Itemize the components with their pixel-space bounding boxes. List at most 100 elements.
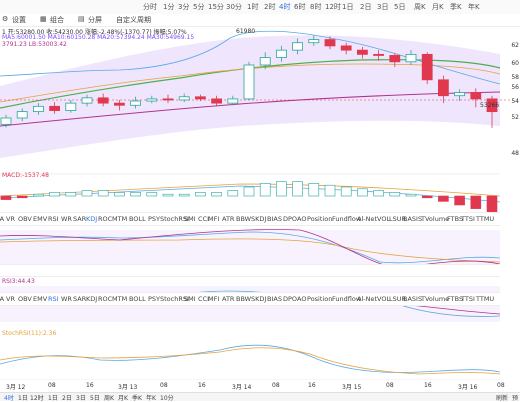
indicator-tab[interactable]: Al-NetVOL	[357, 215, 391, 223]
indicator-tab[interactable]: Al-NetVOL	[357, 295, 391, 303]
indicator-tab[interactable]: TVolume	[421, 215, 450, 223]
indicator-tab[interactable]: SKDJ	[251, 295, 267, 303]
combo-button[interactable]: 组合	[50, 16, 64, 24]
candle-body[interactable]	[211, 98, 223, 104]
timeframe-tab[interactable]: 5日	[394, 3, 406, 11]
candle-body[interactable]	[470, 92, 482, 100]
indicator-tab[interactable]: SAR	[73, 215, 87, 223]
indicator-tab[interactable]: TTMU	[476, 215, 495, 223]
bottom-period-tab[interactable]: 2日	[62, 395, 72, 402]
candle-body[interactable]	[97, 97, 109, 104]
timeframe-tab[interactable]: 周K	[414, 3, 426, 11]
combo-icon[interactable]: ▦	[40, 15, 47, 23]
indicator-tab[interactable]: WR	[61, 215, 72, 223]
candle-body[interactable]	[16, 111, 28, 119]
bottom-period-tab[interactable]: 年K	[146, 395, 156, 402]
candle-body[interactable]	[0, 117, 12, 125]
timeframe-tab[interactable]: 1时	[247, 3, 259, 11]
indicator-tab[interactable]: EMV	[33, 215, 48, 223]
timeframe-tab[interactable]: 4时	[279, 3, 291, 11]
indicator-tab[interactable]: BASIS	[403, 295, 423, 303]
timeframe-tab[interactable]: 3日	[377, 3, 389, 11]
indicator-tab[interactable]: KDJ	[86, 215, 98, 223]
candle-body[interactable]	[421, 53, 433, 81]
candle-body[interactable]	[227, 98, 239, 104]
indicator-tab[interactable]: TTSI	[461, 215, 475, 223]
timeframe-tab[interactable]: 30分	[226, 3, 242, 11]
indicator-tab[interactable]: RSI	[48, 295, 59, 303]
indicator-tab[interactable]: DPO	[283, 215, 298, 223]
candle-body[interactable]	[308, 39, 320, 44]
indicator-tab[interactable]: Position	[307, 215, 333, 223]
bottom-period-tab[interactable]: 月K	[118, 395, 128, 402]
indicator-tab[interactable]: TVolume	[421, 295, 450, 303]
candle-body[interactable]	[356, 49, 368, 55]
timeframe-tab[interactable]: 2时	[264, 3, 276, 11]
indicator-tab[interactable]: FTBS	[447, 295, 464, 303]
timeframe-tab[interactable]: 6时	[294, 3, 306, 11]
indicator-tab[interactable]: AO	[297, 295, 307, 303]
timeframe-tab[interactable]: 15分	[208, 3, 224, 11]
indicator-tab[interactable]: MTM	[112, 295, 128, 303]
bottom-period-tab[interactable]: 10分	[160, 395, 174, 402]
custom-period-button[interactable]: 自定义周期	[116, 16, 151, 24]
indicator-tab[interactable]: TTMU	[476, 295, 495, 303]
indicator-tab[interactable]: BBW	[236, 215, 252, 223]
indicator-tab[interactable]: BASIS	[403, 215, 423, 223]
candle-body[interactable]	[437, 79, 449, 97]
indicator-tab[interactable]: Fundflow	[332, 295, 362, 303]
indicator-tab[interactable]: MTM	[112, 215, 128, 223]
timeframe-tab[interactable]: 8时	[310, 3, 322, 11]
indicator-tab[interactable]: BBW	[236, 295, 252, 303]
indicator-tab[interactable]: MA	[0, 215, 5, 223]
indicator-tab[interactable]: Position	[307, 295, 333, 303]
bottom-period-tab[interactable]: 周K	[104, 395, 114, 402]
candle-body[interactable]	[454, 92, 466, 97]
candle-body[interactable]	[194, 96, 206, 100]
indicator-tab[interactable]: BOLL	[129, 295, 146, 303]
candle-body[interactable]	[324, 39, 336, 47]
indicator-tab[interactable]: KDJ	[86, 295, 98, 303]
timeframe-tab[interactable]: 1日	[342, 3, 354, 11]
candle-body[interactable]	[33, 105, 44, 113]
indicator-tab[interactable]: PSY	[148, 215, 161, 223]
indicator-tab[interactable]: FTBS	[447, 215, 464, 223]
candle-body[interactable]	[49, 105, 60, 111]
candle-body[interactable]	[243, 64, 255, 100]
candle-body[interactable]	[146, 98, 158, 102]
indicator-tab[interactable]: DPO	[283, 295, 298, 303]
bottom-period-tab[interactable]: 5日	[90, 395, 100, 402]
indicator-tab[interactable]: BIAS	[267, 215, 282, 223]
indicator-tab[interactable]: CCI	[198, 215, 209, 223]
bottom-period-tab[interactable]: 季K	[132, 395, 142, 402]
timeframe-tab[interactable]: 5分	[193, 3, 205, 11]
indicator-tab[interactable]: OBV	[18, 215, 32, 223]
indicator-tab[interactable]: MFI	[208, 215, 220, 223]
split-screen-icon[interactable]: ▤	[78, 15, 85, 23]
indicator-tab[interactable]: BOLL	[129, 215, 146, 223]
indicator-tab[interactable]: SAR	[73, 295, 87, 303]
timeframe-tab[interactable]: 季K	[450, 3, 462, 11]
indicator-tab[interactable]: VR	[6, 295, 15, 303]
candle-body[interactable]	[405, 53, 417, 63]
timeframe-tab[interactable]: 2日	[360, 3, 372, 11]
indicator-tab[interactable]: ROC	[98, 295, 113, 303]
candle-body[interactable]	[178, 96, 190, 101]
bottom-period-tab[interactable]: 4时	[4, 395, 14, 402]
bottom-period-tab[interactable]: 12时	[30, 395, 44, 402]
timeframe-tab[interactable]: 月K	[432, 3, 444, 11]
indicator-tab[interactable]: MFI	[208, 295, 220, 303]
indicator-tab[interactable]: CCI	[198, 295, 209, 303]
candle-body[interactable]	[259, 57, 271, 66]
candle-body[interactable]	[65, 102, 77, 111]
candle-body[interactable]	[340, 45, 352, 51]
settings-icon[interactable]: ⚙	[2, 15, 9, 23]
indicator-tab[interactable]: AO	[297, 215, 307, 223]
indicator-tab[interactable]: SMI	[184, 215, 196, 223]
candle-body[interactable]	[114, 102, 125, 106]
indicator-tab[interactable]: StochRSI	[160, 295, 189, 303]
indicator-tab[interactable]: VR	[6, 215, 15, 223]
candle-body[interactable]	[389, 55, 401, 63]
timeframe-tab[interactable]: 3分	[178, 3, 190, 11]
candle-body[interactable]	[275, 49, 287, 58]
